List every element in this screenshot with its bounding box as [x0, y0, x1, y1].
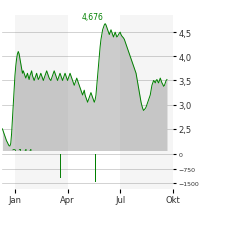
Text: 2,144: 2,144 [12, 149, 33, 158]
Bar [95, 155, 96, 182]
Bar [15, 151, 67, 189]
Bar [15, 16, 67, 151]
Bar [120, 151, 173, 189]
Text: 4,676: 4,676 [82, 13, 104, 22]
Bar [60, 155, 61, 178]
Bar [120, 16, 173, 151]
